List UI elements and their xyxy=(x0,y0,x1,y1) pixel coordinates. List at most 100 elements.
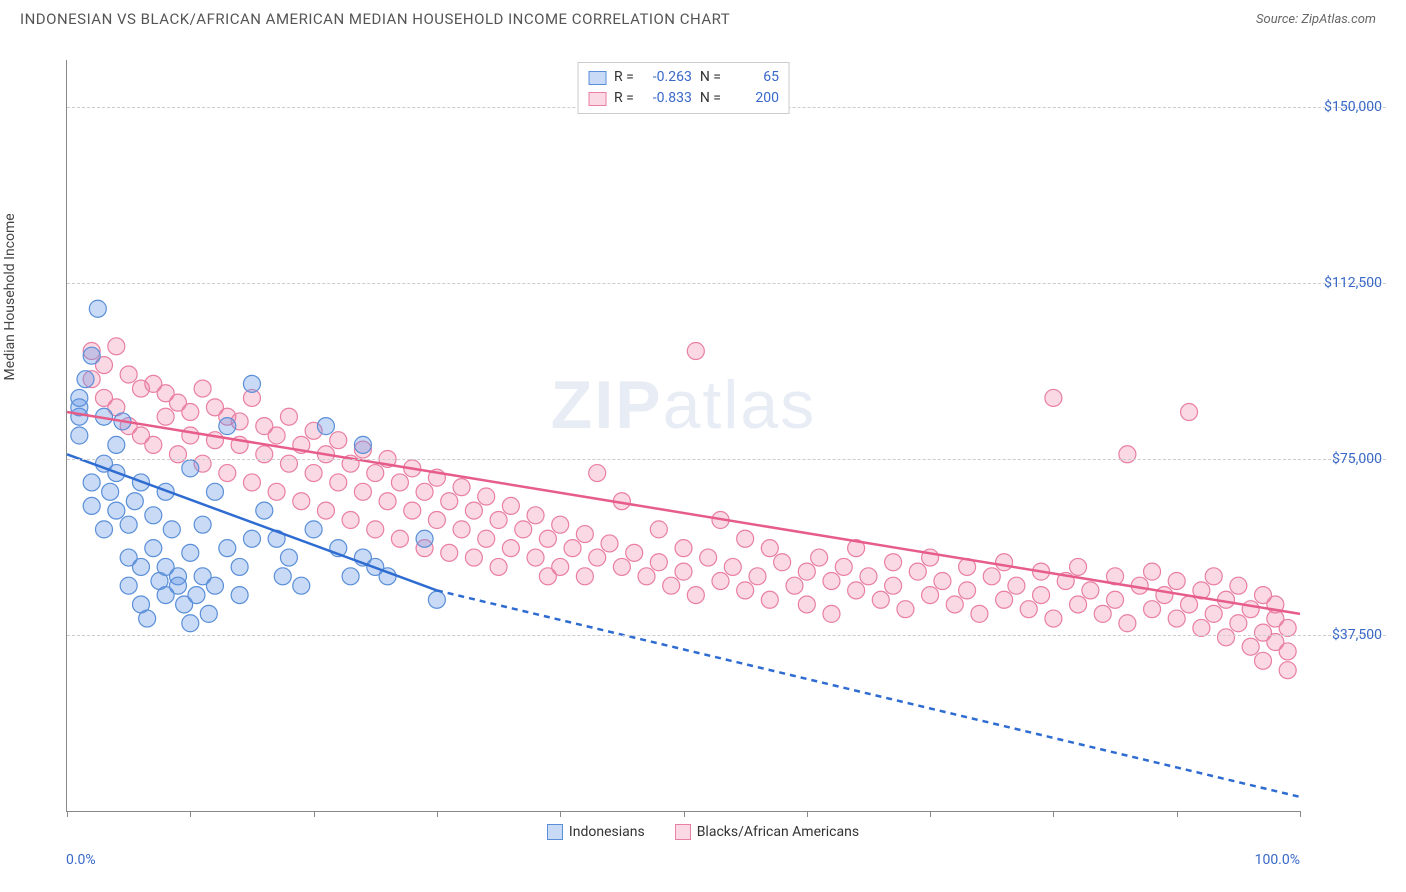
data-point xyxy=(441,493,458,510)
data-point xyxy=(83,474,100,491)
data-point xyxy=(922,587,939,604)
data-point xyxy=(330,474,347,491)
data-point xyxy=(909,563,926,580)
data-point xyxy=(416,530,433,547)
data-point xyxy=(1070,596,1087,613)
x-tick xyxy=(437,811,438,817)
data-point xyxy=(1205,568,1222,585)
data-point xyxy=(108,338,125,355)
x-tick xyxy=(190,811,191,817)
data-point xyxy=(367,465,384,482)
data-point xyxy=(200,605,217,622)
data-point xyxy=(391,530,408,547)
data-point xyxy=(823,573,840,590)
data-point xyxy=(983,568,1000,585)
data-point xyxy=(305,465,322,482)
data-point xyxy=(1033,587,1050,604)
data-point xyxy=(712,573,729,590)
data-point xyxy=(613,558,630,575)
data-point xyxy=(83,347,100,364)
data-point xyxy=(120,577,137,594)
data-point xyxy=(120,366,137,383)
data-point xyxy=(169,446,186,463)
data-point xyxy=(700,549,717,566)
correlation-legend: R = -0.263 N = 65 R = -0.833 N = 200 xyxy=(577,62,790,114)
n-label-1: N = xyxy=(700,67,721,88)
data-point xyxy=(959,582,976,599)
swatch-blue-icon xyxy=(547,824,563,840)
data-point xyxy=(120,516,137,533)
data-point xyxy=(268,427,285,444)
data-point xyxy=(589,549,606,566)
data-point xyxy=(182,544,199,561)
data-point xyxy=(650,554,667,571)
data-point xyxy=(823,605,840,622)
data-point xyxy=(108,436,125,453)
data-point xyxy=(1156,587,1173,604)
data-point xyxy=(256,502,273,519)
data-point xyxy=(391,474,408,491)
data-point xyxy=(77,371,94,388)
plot-area: ZIPatlas R = -0.263 N = 65 R = -0.833 N … xyxy=(66,60,1300,812)
data-point xyxy=(293,577,310,594)
data-point xyxy=(848,582,865,599)
data-point xyxy=(761,540,778,557)
x-tick xyxy=(314,811,315,817)
data-point xyxy=(231,558,248,575)
data-point xyxy=(663,577,680,594)
data-point xyxy=(897,601,914,618)
data-point xyxy=(527,507,544,524)
data-point xyxy=(1279,662,1296,679)
data-point xyxy=(885,554,902,571)
data-point xyxy=(675,540,692,557)
data-point xyxy=(465,549,482,566)
r-label-1: R = xyxy=(614,67,634,88)
n-value-1: 65 xyxy=(729,67,779,88)
data-point xyxy=(89,300,106,317)
data-point xyxy=(379,493,396,510)
data-point xyxy=(798,563,815,580)
data-point xyxy=(453,479,470,496)
y-tick-label: $112,500 xyxy=(1306,275,1382,291)
data-point xyxy=(256,446,273,463)
data-point xyxy=(589,465,606,482)
x-tick xyxy=(67,811,68,817)
data-point xyxy=(1094,605,1111,622)
data-point xyxy=(1119,446,1136,463)
chart-title: INDONESIAN VS BLACK/AFRICAN AMERICAN MED… xyxy=(20,10,730,28)
data-point xyxy=(687,587,704,604)
data-point xyxy=(453,521,470,538)
data-point xyxy=(182,427,199,444)
data-point xyxy=(946,596,963,613)
data-point xyxy=(1144,563,1161,580)
data-point xyxy=(428,511,445,528)
legend-swatch-pink xyxy=(588,92,606,106)
data-point xyxy=(428,591,445,608)
data-point xyxy=(1107,591,1124,608)
y-tick-label: $150,000 xyxy=(1306,99,1382,115)
data-point xyxy=(108,502,125,519)
data-point xyxy=(737,530,754,547)
n-value-2: 200 xyxy=(729,88,779,109)
data-point xyxy=(231,587,248,604)
data-point xyxy=(1255,652,1272,669)
data-point xyxy=(342,568,359,585)
x-tick xyxy=(560,811,561,817)
data-point xyxy=(274,568,291,585)
data-point xyxy=(1242,601,1259,618)
source-label: Source: ZipAtlas.com xyxy=(1256,12,1376,27)
r-value-2: -0.833 xyxy=(642,88,692,109)
data-point xyxy=(1008,577,1025,594)
data-point xyxy=(145,436,162,453)
data-point xyxy=(811,549,828,566)
data-point xyxy=(305,521,322,538)
data-point xyxy=(774,554,791,571)
data-point xyxy=(1119,615,1136,632)
x-tick xyxy=(930,811,931,817)
y-tick-label: $37,500 xyxy=(1306,627,1382,643)
data-point xyxy=(188,587,205,604)
chart-container: Median Household Income ZIPatlas R = -0.… xyxy=(20,40,1386,872)
data-point xyxy=(1070,558,1087,575)
data-point xyxy=(539,530,556,547)
data-point xyxy=(885,577,902,594)
